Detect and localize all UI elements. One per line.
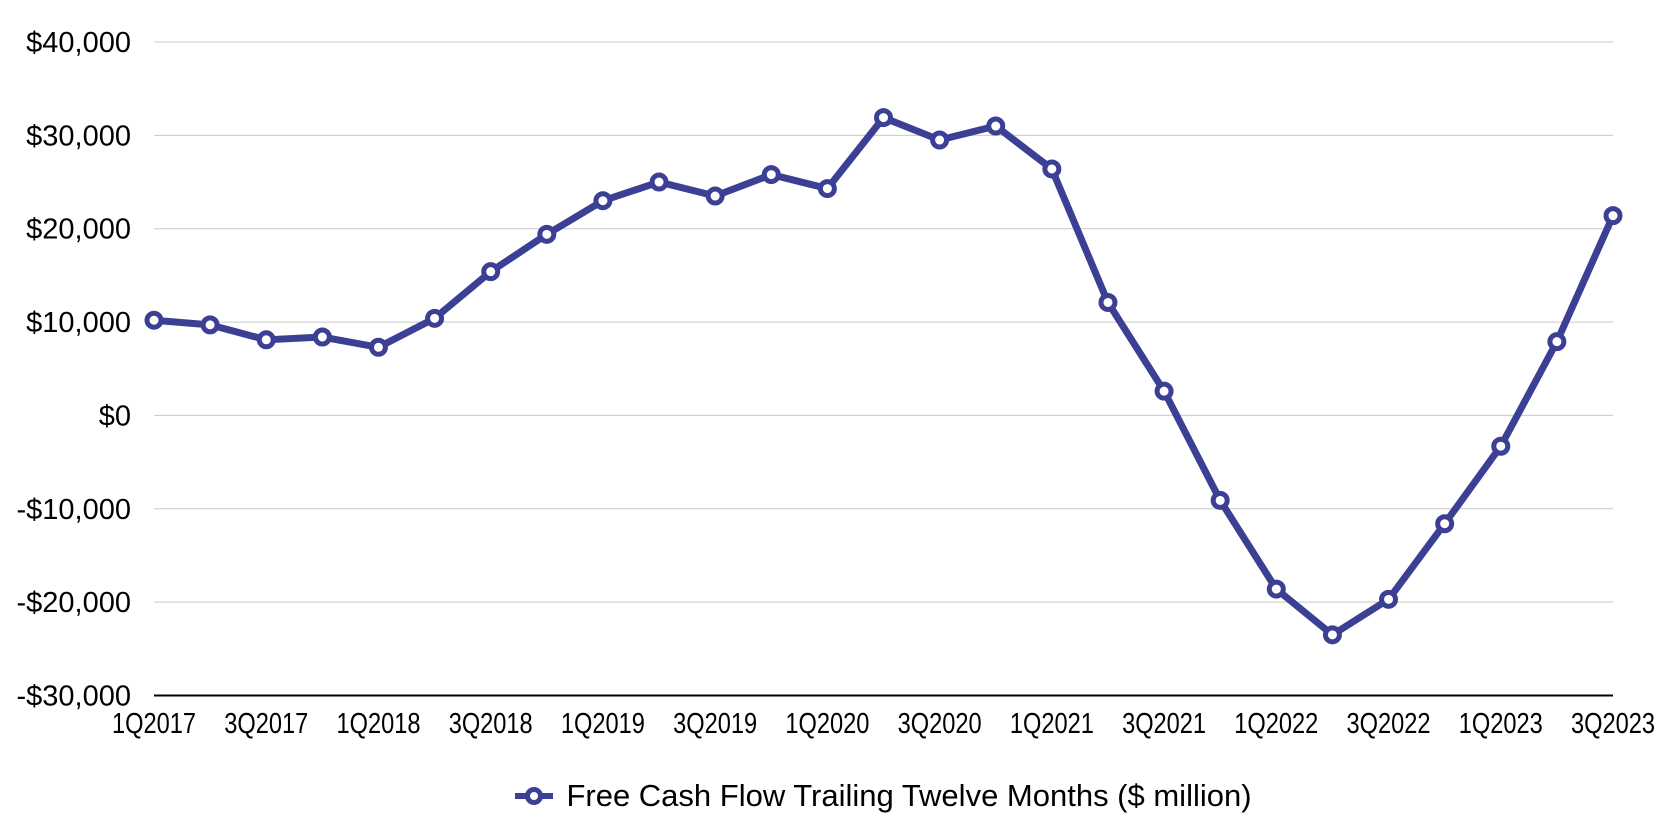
data-point-marker bbox=[874, 108, 893, 128]
data-point-marker bbox=[1379, 589, 1399, 609]
data-point-marker bbox=[1042, 159, 1062, 179]
data-point-marker bbox=[144, 310, 164, 330]
y-tick-label: -$30,000 bbox=[17, 681, 132, 713]
data-point-marker bbox=[425, 308, 445, 328]
legend-marker-icon bbox=[515, 787, 554, 805]
data-point-marker bbox=[1491, 436, 1511, 456]
x-tick-label: 1Q2022 bbox=[1234, 708, 1318, 740]
series-line bbox=[150, 114, 1617, 639]
data-point-marker bbox=[1098, 292, 1118, 312]
x-tick-label: 1Q2017 bbox=[112, 708, 196, 740]
x-tick-label: 3Q2020 bbox=[898, 708, 982, 740]
legend-label: Free Cash Flow Trailing Twelve Months ($… bbox=[566, 778, 1252, 813]
x-tick-label: 3Q2022 bbox=[1347, 708, 1431, 740]
y-tick-label: $40,000 bbox=[26, 27, 131, 59]
data-point-marker bbox=[930, 130, 950, 150]
y-tick-label: -$10,000 bbox=[17, 494, 132, 526]
data-point-marker bbox=[481, 262, 501, 282]
data-point-marker bbox=[1154, 381, 1174, 401]
y-tick-label: $0 bbox=[99, 400, 131, 432]
data-point-marker bbox=[1547, 332, 1567, 352]
x-tick-label: 3Q2021 bbox=[1122, 708, 1206, 740]
data-point-marker bbox=[1266, 579, 1286, 599]
y-tick-label: $30,000 bbox=[26, 120, 131, 152]
data-point-marker bbox=[1603, 206, 1623, 226]
legend: Free Cash Flow Trailing Twelve Months ($… bbox=[154, 777, 1613, 815]
x-tick-label: 3Q2019 bbox=[673, 708, 757, 740]
data-point-marker bbox=[537, 224, 557, 244]
data-point-marker bbox=[705, 186, 725, 206]
y-tick-label: $10,000 bbox=[26, 307, 131, 339]
x-tick-label: 3Q2023 bbox=[1571, 708, 1655, 740]
data-point-marker bbox=[1435, 514, 1455, 534]
data-point-marker bbox=[1322, 625, 1342, 645]
x-tick-label: 1Q2023 bbox=[1459, 708, 1543, 740]
data-point-marker bbox=[761, 165, 781, 185]
data-point-marker bbox=[817, 179, 837, 199]
y-tick-label: $20,000 bbox=[26, 214, 131, 246]
data-point-marker bbox=[368, 337, 388, 357]
x-tick-label: 1Q2020 bbox=[785, 708, 869, 740]
data-point-marker bbox=[1210, 490, 1230, 510]
data-point-marker bbox=[200, 315, 220, 335]
x-tick-label: 1Q2019 bbox=[561, 708, 645, 740]
data-point-marker bbox=[986, 116, 1006, 136]
data-point-marker bbox=[312, 327, 332, 347]
data-point-marker bbox=[593, 191, 613, 211]
x-tick-label: 3Q2018 bbox=[449, 708, 533, 740]
y-tick-label: -$20,000 bbox=[17, 587, 132, 619]
x-tick-label: 3Q2017 bbox=[224, 708, 308, 740]
data-point-marker bbox=[256, 330, 276, 350]
x-tick-label: 1Q2021 bbox=[1010, 708, 1094, 740]
data-point-marker bbox=[649, 172, 669, 192]
x-tick-label: 1Q2018 bbox=[336, 708, 420, 740]
legend-marker-ring bbox=[525, 787, 544, 805]
